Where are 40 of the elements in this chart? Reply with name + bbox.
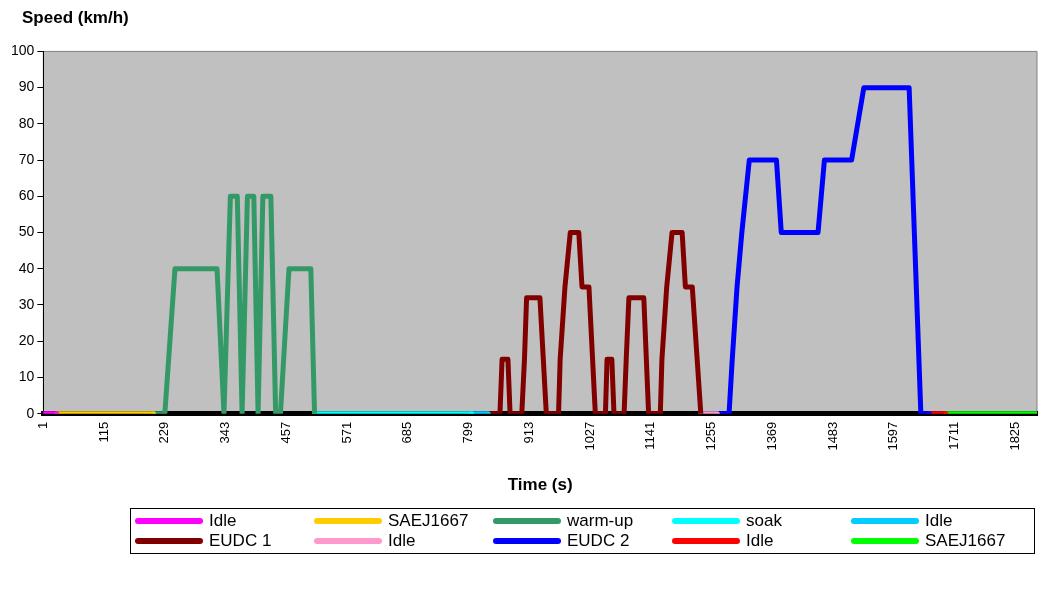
legend-label: soak — [746, 511, 782, 531]
x-tick-label: 343 — [217, 421, 233, 444]
y-axis-title: Speed (km/h) — [22, 8, 130, 28]
y-tick-label: 0 — [26, 404, 35, 421]
y-tick-label: 80 — [18, 114, 35, 131]
x-tick-label: 229 — [156, 421, 172, 444]
y-tick-label: 40 — [18, 259, 35, 276]
legend-label: Idle — [925, 511, 953, 531]
x-axis-title: Time (s) — [507, 475, 573, 495]
x-tick-label: 913 — [520, 421, 536, 444]
legend-label: SAEJ1667 — [925, 531, 1006, 551]
x-tick-label: 1 — [34, 421, 50, 429]
x-tick-label: 1141 — [642, 421, 658, 450]
x-tick-label: 457 — [277, 421, 293, 444]
legend-label: EUDC 1 — [209, 531, 272, 551]
x-tick-label: 1369 — [763, 421, 779, 451]
x-tick-label: 1483 — [824, 421, 840, 451]
y-tick-label: 50 — [18, 223, 35, 240]
x-tick-label: 571 — [338, 421, 354, 444]
y-tick-label: 20 — [18, 332, 35, 349]
legend-label: Idle — [388, 531, 416, 551]
y-tick-label: 90 — [18, 78, 35, 95]
legend-label: Idle — [746, 531, 774, 551]
x-tick-label: 1027 — [581, 421, 597, 451]
x-tick-label: 799 — [460, 421, 476, 444]
y-tick-label: 100 — [11, 42, 35, 59]
legend-label: warm-up — [567, 511, 634, 531]
y-tick-label: 30 — [18, 295, 35, 312]
legend-label: Idle — [209, 511, 237, 531]
y-tick-label: 70 — [18, 150, 35, 167]
y-tick-label: 60 — [18, 187, 35, 204]
x-tick-label: 1711 — [946, 421, 961, 450]
legend-label: EUDC 2 — [567, 531, 630, 551]
x-tick-label: 1255 — [703, 421, 719, 451]
x-tick-label: 1825 — [1006, 421, 1022, 451]
x-tick-label: 1597 — [885, 421, 901, 451]
y-tick-label: 10 — [18, 368, 35, 385]
x-tick-label: 115 — [95, 421, 111, 443]
x-tick-label: 685 — [399, 421, 415, 444]
legend-label: SAEJ1667 — [388, 511, 469, 531]
